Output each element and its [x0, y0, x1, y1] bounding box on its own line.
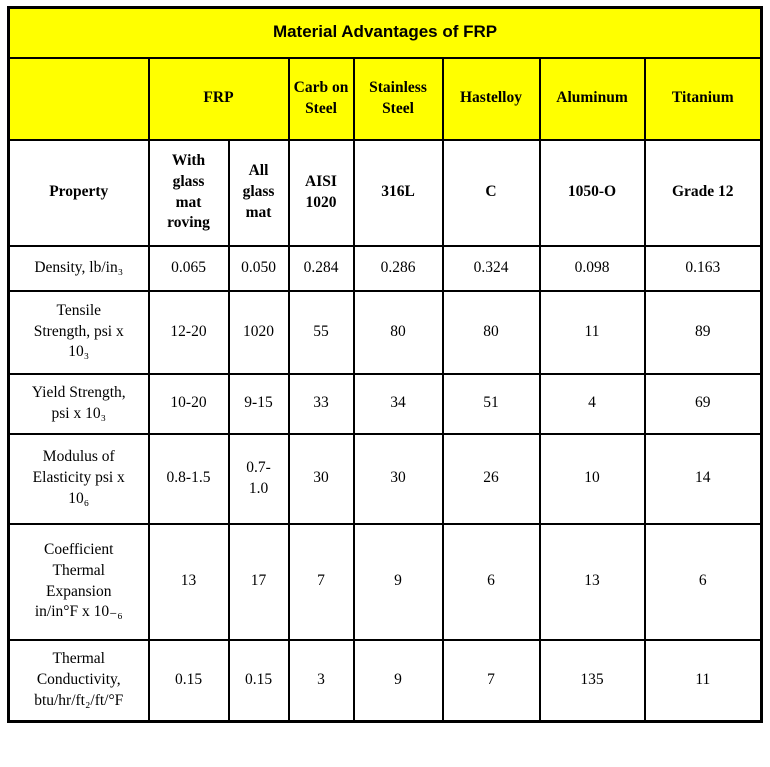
value-cell: 10-20 — [147, 372, 230, 435]
value-cell: 51 — [441, 372, 541, 435]
property-cell: Density, lb/in₃ — [7, 244, 150, 292]
value-cell: 13 — [538, 522, 646, 641]
page-title: Material Advantages of FRP — [7, 6, 763, 59]
value-cell: 80 — [352, 289, 444, 375]
corner-cell — [7, 56, 150, 141]
value-cell: 17 — [227, 522, 290, 641]
table-row-modulus-of-elasticity: Modulus of Elasticity psi x 10₆ 0.8-1.5 … — [7, 432, 763, 525]
value-cell: 14 — [643, 432, 763, 525]
value-cell: 26 — [441, 432, 541, 525]
value-cell: 9 — [352, 522, 444, 641]
value-cell: 0.098 — [538, 244, 646, 292]
column-header-aisi-1020: AISI 1020 — [287, 138, 355, 247]
property-cell: Thermal Conductivity, btu/hr/ft₂/ft/°F — [7, 638, 150, 723]
group-header-stainless-steel: Stainless Steel — [352, 56, 444, 141]
value-cell: 7 — [287, 522, 355, 641]
value-cell: 7 — [441, 638, 541, 723]
value-cell: 89 — [643, 289, 763, 375]
value-cell: 80 — [441, 289, 541, 375]
value-cell: 0.050 — [227, 244, 290, 292]
value-cell: 0.324 — [441, 244, 541, 292]
value-cell: 11 — [538, 289, 646, 375]
table-row-yield-strength: Yield Strength, psi x 10₃ 10-20 9-15 33 … — [7, 372, 763, 435]
group-header-carbon-steel: Carb on Steel — [287, 56, 355, 141]
table-title-row: Material Advantages of FRP — [7, 6, 763, 59]
frp-comparison-table: Material Advantages of FRP FRP Carb on S… — [7, 6, 764, 723]
value-cell: 0.286 — [352, 244, 444, 292]
table-row-coefficient-thermal-expansion: Coefficient Thermal Expansion in/in°F x … — [7, 522, 763, 641]
column-header-all-glass-mat: All glass mat — [227, 138, 290, 247]
property-cell: Coefficient Thermal Expansion in/in°F x … — [7, 522, 150, 641]
value-cell: 34 — [352, 372, 444, 435]
value-cell: 12-20 — [147, 289, 230, 375]
value-cell: 0.284 — [287, 244, 355, 292]
value-cell: 1020 — [227, 289, 290, 375]
property-cell: Tensile Strength, psi x 10₃ — [7, 289, 150, 375]
column-header-1050-o: 1050-O — [538, 138, 646, 247]
value-cell: 9 — [352, 638, 444, 723]
property-cell: Modulus of Elasticity psi x 10₆ — [7, 432, 150, 525]
table-row-thermal-conductivity: Thermal Conductivity, btu/hr/ft₂/ft/°F 0… — [7, 638, 763, 723]
value-cell: 3 — [287, 638, 355, 723]
property-cell: Yield Strength, psi x 10₃ — [7, 372, 150, 435]
value-cell: 9-15 — [227, 372, 290, 435]
table-row-tensile-strength: Tensile Strength, psi x 10₃ 12-20 1020 5… — [7, 289, 763, 375]
value-cell: 10 — [538, 432, 646, 525]
column-header-316l: 316L — [352, 138, 444, 247]
value-cell: 0.163 — [643, 244, 763, 292]
value-cell: 0.065 — [147, 244, 230, 292]
value-cell: 0.15 — [147, 638, 230, 723]
column-header-property: Property — [7, 138, 150, 247]
material-group-header-row: FRP Carb on Steel Stainless Steel Hastel… — [7, 56, 763, 141]
value-cell: 55 — [287, 289, 355, 375]
group-header-frp: FRP — [147, 56, 290, 141]
value-cell: 135 — [538, 638, 646, 723]
value-cell: 6 — [441, 522, 541, 641]
value-cell: 4 — [538, 372, 646, 435]
column-header-row: Property With glass mat roving All glass… — [7, 138, 763, 247]
value-cell: 0.7- 1.0 — [227, 432, 290, 525]
value-cell: 11 — [643, 638, 763, 723]
group-header-aluminum: Aluminum — [538, 56, 646, 141]
value-cell: 69 — [643, 372, 763, 435]
group-header-titanium: Titanium — [643, 56, 763, 141]
value-cell: 0.15 — [227, 638, 290, 723]
value-cell: 33 — [287, 372, 355, 435]
value-cell: 30 — [287, 432, 355, 525]
value-cell: 13 — [147, 522, 230, 641]
column-header-grade-12: Grade 12 — [643, 138, 763, 247]
group-header-hastelloy: Hastelloy — [441, 56, 541, 141]
column-header-with-glass-mat-roving: With glass mat roving — [147, 138, 230, 247]
value-cell: 6 — [643, 522, 763, 641]
value-cell: 30 — [352, 432, 444, 525]
column-header-c: C — [441, 138, 541, 247]
value-cell: 0.8-1.5 — [147, 432, 230, 525]
table-row-density: Density, lb/in₃ 0.065 0.050 0.284 0.286 … — [7, 244, 763, 292]
